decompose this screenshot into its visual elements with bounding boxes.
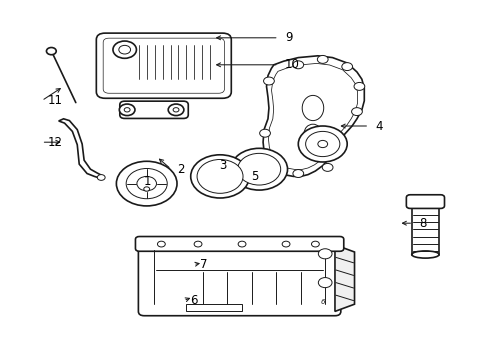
Ellipse shape <box>304 124 321 142</box>
Circle shape <box>298 126 346 162</box>
Circle shape <box>197 159 243 193</box>
Circle shape <box>190 155 249 198</box>
Text: 9: 9 <box>285 31 292 44</box>
Ellipse shape <box>411 199 438 206</box>
Circle shape <box>238 241 245 247</box>
Circle shape <box>267 153 278 161</box>
FancyBboxPatch shape <box>138 240 340 316</box>
Ellipse shape <box>411 251 438 258</box>
Polygon shape <box>334 245 354 311</box>
Circle shape <box>237 153 280 185</box>
Text: 7: 7 <box>199 258 206 271</box>
FancyBboxPatch shape <box>120 101 188 118</box>
Polygon shape <box>263 56 364 176</box>
Circle shape <box>311 241 319 247</box>
Circle shape <box>341 63 352 71</box>
Circle shape <box>168 104 183 116</box>
Text: 8: 8 <box>419 217 426 230</box>
Circle shape <box>292 61 303 69</box>
Circle shape <box>259 129 270 137</box>
FancyBboxPatch shape <box>96 33 231 98</box>
Text: 6: 6 <box>189 294 197 307</box>
Text: 6: 6 <box>320 300 325 305</box>
Circle shape <box>119 45 130 54</box>
Circle shape <box>113 41 136 58</box>
Circle shape <box>194 241 202 247</box>
Circle shape <box>173 108 179 112</box>
Circle shape <box>143 187 149 191</box>
Circle shape <box>157 241 165 247</box>
Polygon shape <box>59 119 102 178</box>
Circle shape <box>351 108 362 116</box>
Text: 11: 11 <box>48 94 63 107</box>
Circle shape <box>119 104 135 116</box>
Polygon shape <box>185 304 242 311</box>
Text: 10: 10 <box>285 58 299 71</box>
Text: 3: 3 <box>219 159 226 172</box>
Circle shape <box>317 140 327 148</box>
Circle shape <box>292 170 303 177</box>
Circle shape <box>126 168 167 199</box>
Circle shape <box>318 278 331 288</box>
FancyBboxPatch shape <box>135 237 343 251</box>
Circle shape <box>263 77 274 85</box>
Text: 12: 12 <box>48 136 63 149</box>
Circle shape <box>305 131 339 157</box>
FancyBboxPatch shape <box>103 38 224 93</box>
Circle shape <box>318 249 331 259</box>
Text: 5: 5 <box>250 170 258 183</box>
Circle shape <box>137 176 156 191</box>
Text: 2: 2 <box>177 163 184 176</box>
Circle shape <box>124 108 130 112</box>
FancyBboxPatch shape <box>406 195 444 208</box>
Circle shape <box>116 161 177 206</box>
Circle shape <box>322 163 332 171</box>
Circle shape <box>353 82 364 90</box>
Ellipse shape <box>302 95 323 121</box>
Circle shape <box>230 148 287 190</box>
Circle shape <box>97 175 105 180</box>
Circle shape <box>317 55 327 63</box>
Circle shape <box>46 48 56 55</box>
Text: 1: 1 <box>143 175 150 188</box>
Text: 4: 4 <box>375 120 382 132</box>
Circle shape <box>282 241 289 247</box>
